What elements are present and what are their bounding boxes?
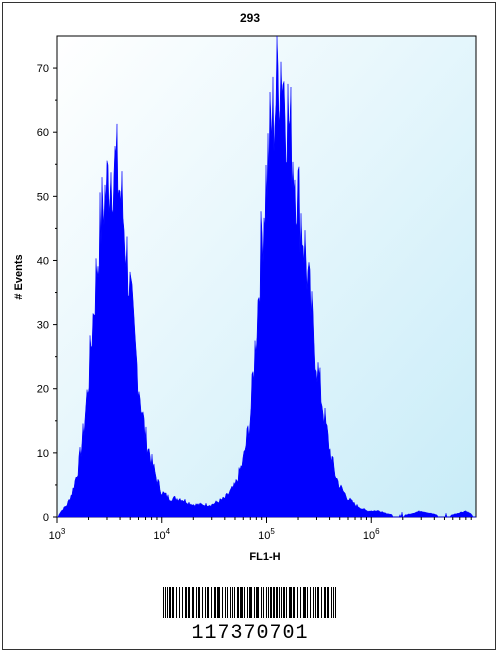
barcode-bar [276, 587, 278, 618]
barcode-bar [232, 587, 233, 618]
barcode-bar [268, 587, 269, 618]
barcode-bar [249, 587, 252, 618]
barcode-bar [327, 587, 329, 618]
barcode-bar [317, 587, 319, 618]
x-tick-label: 104 [153, 527, 170, 542]
barcode-bar [182, 587, 183, 618]
barcode-bar [281, 587, 282, 618]
x-tick-label: 103 [49, 527, 66, 542]
barcode-bar [234, 587, 235, 618]
barcode-bar [333, 587, 334, 618]
image-frame [2, 2, 496, 650]
x-axis-label: FL1-H [249, 551, 280, 563]
barcode-bar [293, 587, 295, 618]
barcode-bar [256, 587, 259, 618]
barcode-bar [270, 587, 272, 618]
barcode-bar [176, 587, 177, 618]
barcode-bar [202, 587, 203, 618]
barcode-bar [254, 587, 255, 618]
barcode-bar [192, 587, 194, 618]
y-tick-label: 20 [37, 384, 49, 396]
barcode-bar [167, 587, 168, 618]
barcode-bar [227, 587, 228, 618]
barcode-image [163, 587, 336, 618]
barcode-bar [321, 587, 322, 618]
barcode-bar [205, 587, 206, 618]
barcode-bar [273, 587, 275, 618]
y-tick-label: 50 [37, 191, 49, 203]
barcode-bar [297, 587, 298, 618]
barcode-bar [225, 587, 226, 618]
barcode-bar [217, 587, 220, 618]
y-axis-ticks: 0 10 20 30 40 50 60 70 [37, 63, 57, 524]
barcode-bar [198, 587, 200, 618]
barcode-bar [335, 587, 336, 618]
barcode-bar [279, 587, 280, 618]
barcode-bar [303, 587, 306, 618]
barcode-bar [222, 587, 223, 618]
barcode-bar [240, 587, 243, 618]
histogram-area [57, 35, 476, 518]
barcode-bar [172, 587, 174, 618]
y-tick-label: 60 [37, 127, 49, 139]
barcode-bar [283, 587, 285, 618]
barcode-bar [331, 587, 332, 618]
barcode-bar [185, 587, 187, 618]
barcode-bar [315, 587, 316, 618]
x-axis-ticks: 103 104 105 106 [49, 517, 472, 542]
barcode-bar [179, 587, 180, 618]
barcode-bar [263, 587, 264, 618]
x-tick-label: 106 [363, 527, 380, 542]
y-axis-label: # Events [13, 254, 25, 299]
barcode-bar [247, 587, 248, 618]
barcode-bar [313, 587, 314, 618]
barcode-bar [289, 587, 292, 618]
chart-title: 293 [240, 11, 260, 25]
barcode-number: 117370701 [191, 622, 308, 645]
barcode-bar [307, 587, 308, 618]
barcode-bar [188, 587, 190, 618]
barcode-bar [207, 587, 209, 618]
y-tick-label: 40 [37, 255, 49, 267]
barcode-bar [244, 587, 245, 618]
barcode-bar [300, 587, 301, 618]
barcode-bar [169, 587, 171, 618]
barcode-bar [214, 587, 216, 618]
barcode-bar [211, 587, 212, 618]
barcode-bar [196, 587, 197, 618]
y-tick-label: 70 [37, 63, 49, 75]
y-tick-label: 30 [37, 320, 49, 332]
y-tick-label: 10 [37, 448, 49, 460]
barcode-bar [163, 587, 164, 618]
y-tick-label: 0 [43, 512, 49, 524]
barcode-bar [237, 587, 239, 618]
barcode-bar [165, 587, 166, 618]
barcode-bar [310, 587, 311, 618]
barcode-bar [261, 587, 262, 618]
barcode-bar [230, 587, 231, 618]
barcode-bar [286, 587, 287, 618]
barcode-bar [324, 587, 326, 618]
barcode-bar [266, 587, 267, 618]
x-tick-label: 105 [258, 527, 275, 542]
